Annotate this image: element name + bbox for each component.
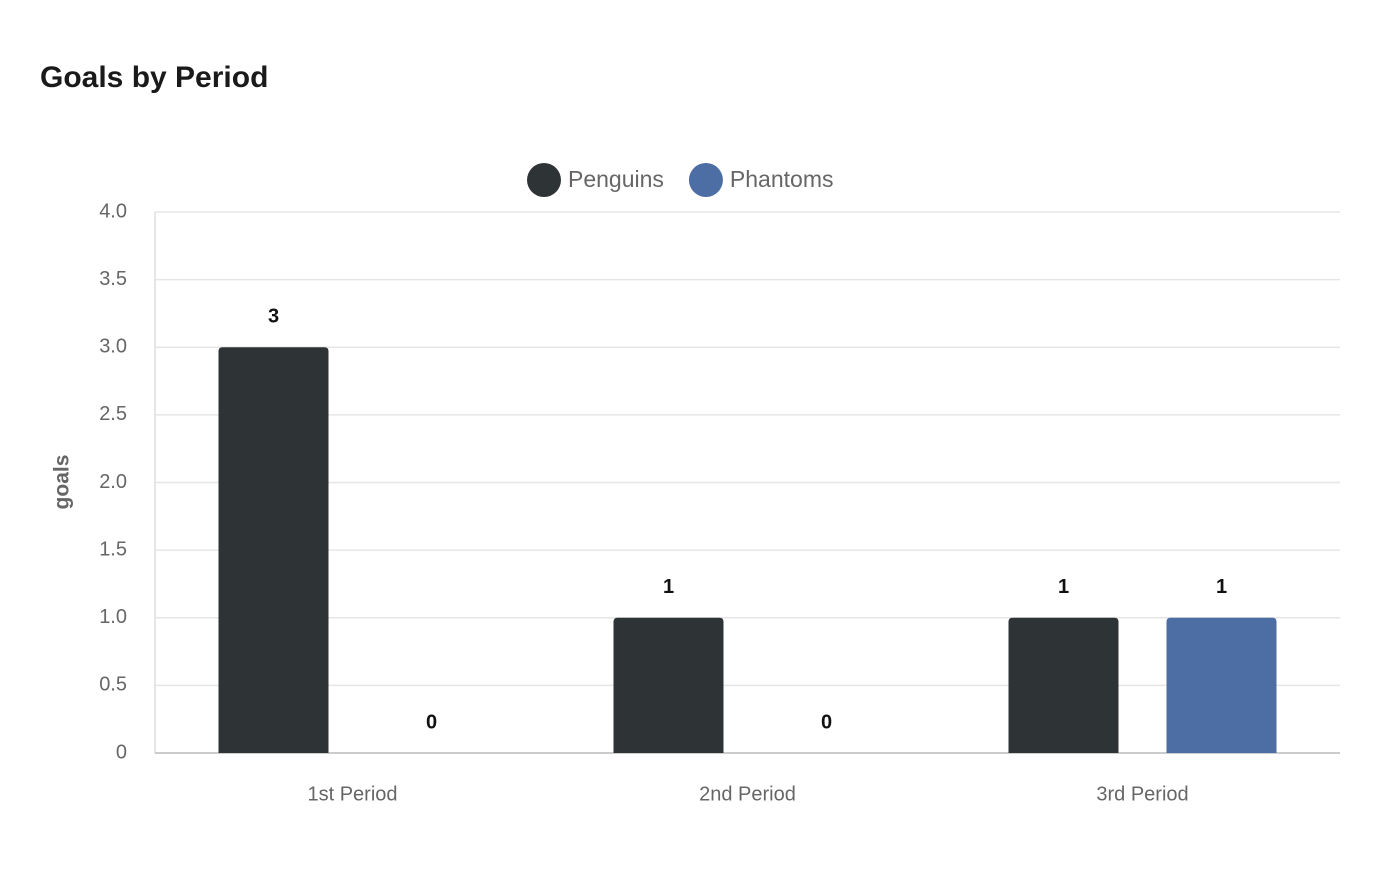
bar	[1166, 617, 1277, 753]
data-label: 1	[663, 576, 674, 598]
bar	[1008, 617, 1119, 753]
bar	[218, 347, 329, 753]
y-tick-label: 2.0	[99, 471, 127, 493]
y-axis-label: goals	[51, 455, 74, 510]
data-label: 3	[268, 306, 279, 328]
data-label: 1	[1058, 576, 1069, 598]
chart-title: Goals by Period	[40, 61, 268, 94]
x-tick-label: 3rd Period	[1096, 783, 1188, 805]
y-tick-label: 3.0	[99, 336, 127, 358]
x-tick-label: 1st Period	[307, 783, 397, 805]
y-tick-label: 3.5	[99, 268, 127, 290]
y-tick-label: 2.5	[99, 403, 127, 425]
y-tick-label: 0	[116, 741, 127, 763]
legend-label[interactable]: Penguins	[568, 166, 664, 192]
data-label: 1	[1216, 576, 1227, 598]
data-label: 0	[821, 711, 832, 733]
y-tick-label: 4.0	[99, 200, 127, 222]
y-tick-label: 1.0	[99, 606, 127, 628]
legend-label[interactable]: Phantoms	[730, 166, 834, 192]
legend-swatch[interactable]	[688, 163, 723, 197]
y-tick-label: 0.5	[99, 674, 127, 696]
legend-swatch[interactable]	[527, 163, 561, 197]
x-tick-label: 2nd Period	[699, 783, 796, 805]
data-label: 0	[426, 711, 437, 733]
bar	[613, 617, 724, 753]
y-tick-label: 1.5	[99, 538, 127, 560]
